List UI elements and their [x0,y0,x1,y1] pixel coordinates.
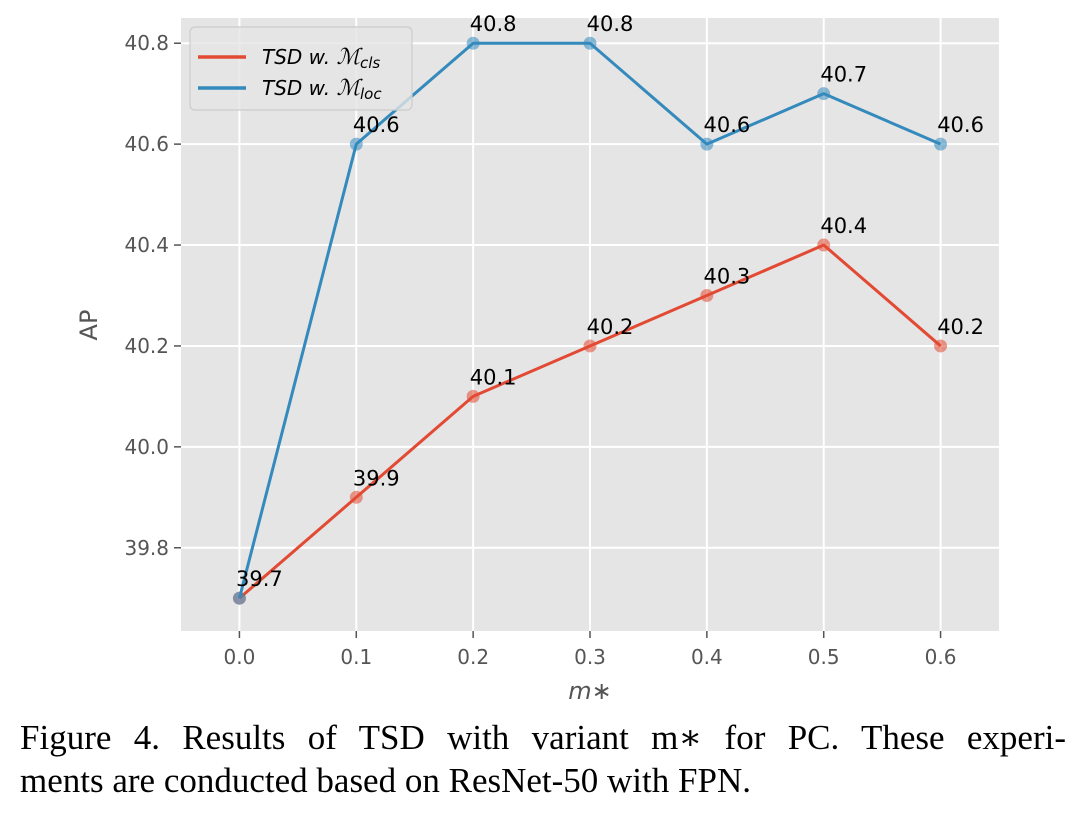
data-label: 40.1 [470,365,517,389]
data-label: 40.8 [470,12,517,36]
data-label: 40.3 [703,264,750,288]
x-axis-ticks: 0.0 0.1 0.2 0.3 0.4 0.5 0.6 [224,631,957,669]
data-point [466,36,480,50]
data-point [583,36,597,50]
y-tick-label: 40.0 [124,435,169,459]
x-tick-label: 0.3 [574,645,606,669]
data-point [349,490,363,504]
data-point [934,339,948,353]
data-label: 40.2 [937,315,984,339]
data-label: 39.9 [353,466,400,490]
x-tick-label: 0.5 [808,645,840,669]
y-tick-label: 40.8 [124,31,169,55]
caption-line-2: ments are conducted based on ResNet-50 w… [20,761,751,800]
legend: TSD w. ℳcls TSD w. ℳloc [189,26,413,111]
data-point [700,137,714,151]
data-point [349,137,363,151]
data-label: 40.6 [353,113,400,137]
data-point [700,288,714,302]
data-point [583,339,597,353]
figure-caption: Figure 4. Results of TSD with variant m∗… [20,716,1066,802]
x-tick-label: 0.2 [457,645,489,669]
legend-entry-loc: TSD w. ℳloc [262,76,382,103]
series-group [232,36,948,605]
x-tick-label: 0.1 [340,645,372,669]
y-axis-label: AP [75,310,103,341]
data-label: 40.6 [937,113,984,137]
data-point [934,137,948,151]
data-point [817,238,831,252]
data-label: 40.6 [703,113,750,137]
data-label: 40.8 [587,12,634,36]
caption-line-1: Figure 4. Results of TSD with variant m∗… [20,718,1066,757]
y-tick-label: 40.6 [124,132,169,156]
y-tick-label: 40.2 [124,334,169,358]
data-point [466,389,480,403]
data-label: 39.7 [236,567,283,591]
data-label: 40.4 [820,214,867,238]
y-tick-label: 40.4 [124,233,169,257]
x-tick-label: 0.6 [925,645,957,669]
x-tick-label: 0.4 [691,645,723,669]
chart: 39.8 40.0 40.2 40.4 40.6 40.8 0.0 0.1 0.2 0.3 0.4… [75,12,999,705]
x-axis-label: m∗ [568,677,612,705]
data-labels: 39.7 39.9 40.1 40.2 40.3 40.4 40.2 40.6 40.8 40.8… [236,12,984,591]
data-label: 40.2 [587,315,634,339]
y-axis-ticks: 39.8 40.0 40.2 40.4 40.6 40.8 [124,31,181,560]
legend-entry-cls: TSD w. ℳcls [262,45,380,72]
y-tick-label: 39.8 [124,536,169,560]
data-point [232,591,246,605]
x-tick-label: 0.0 [224,645,256,669]
data-point [817,87,831,101]
data-label: 40.7 [820,63,867,87]
